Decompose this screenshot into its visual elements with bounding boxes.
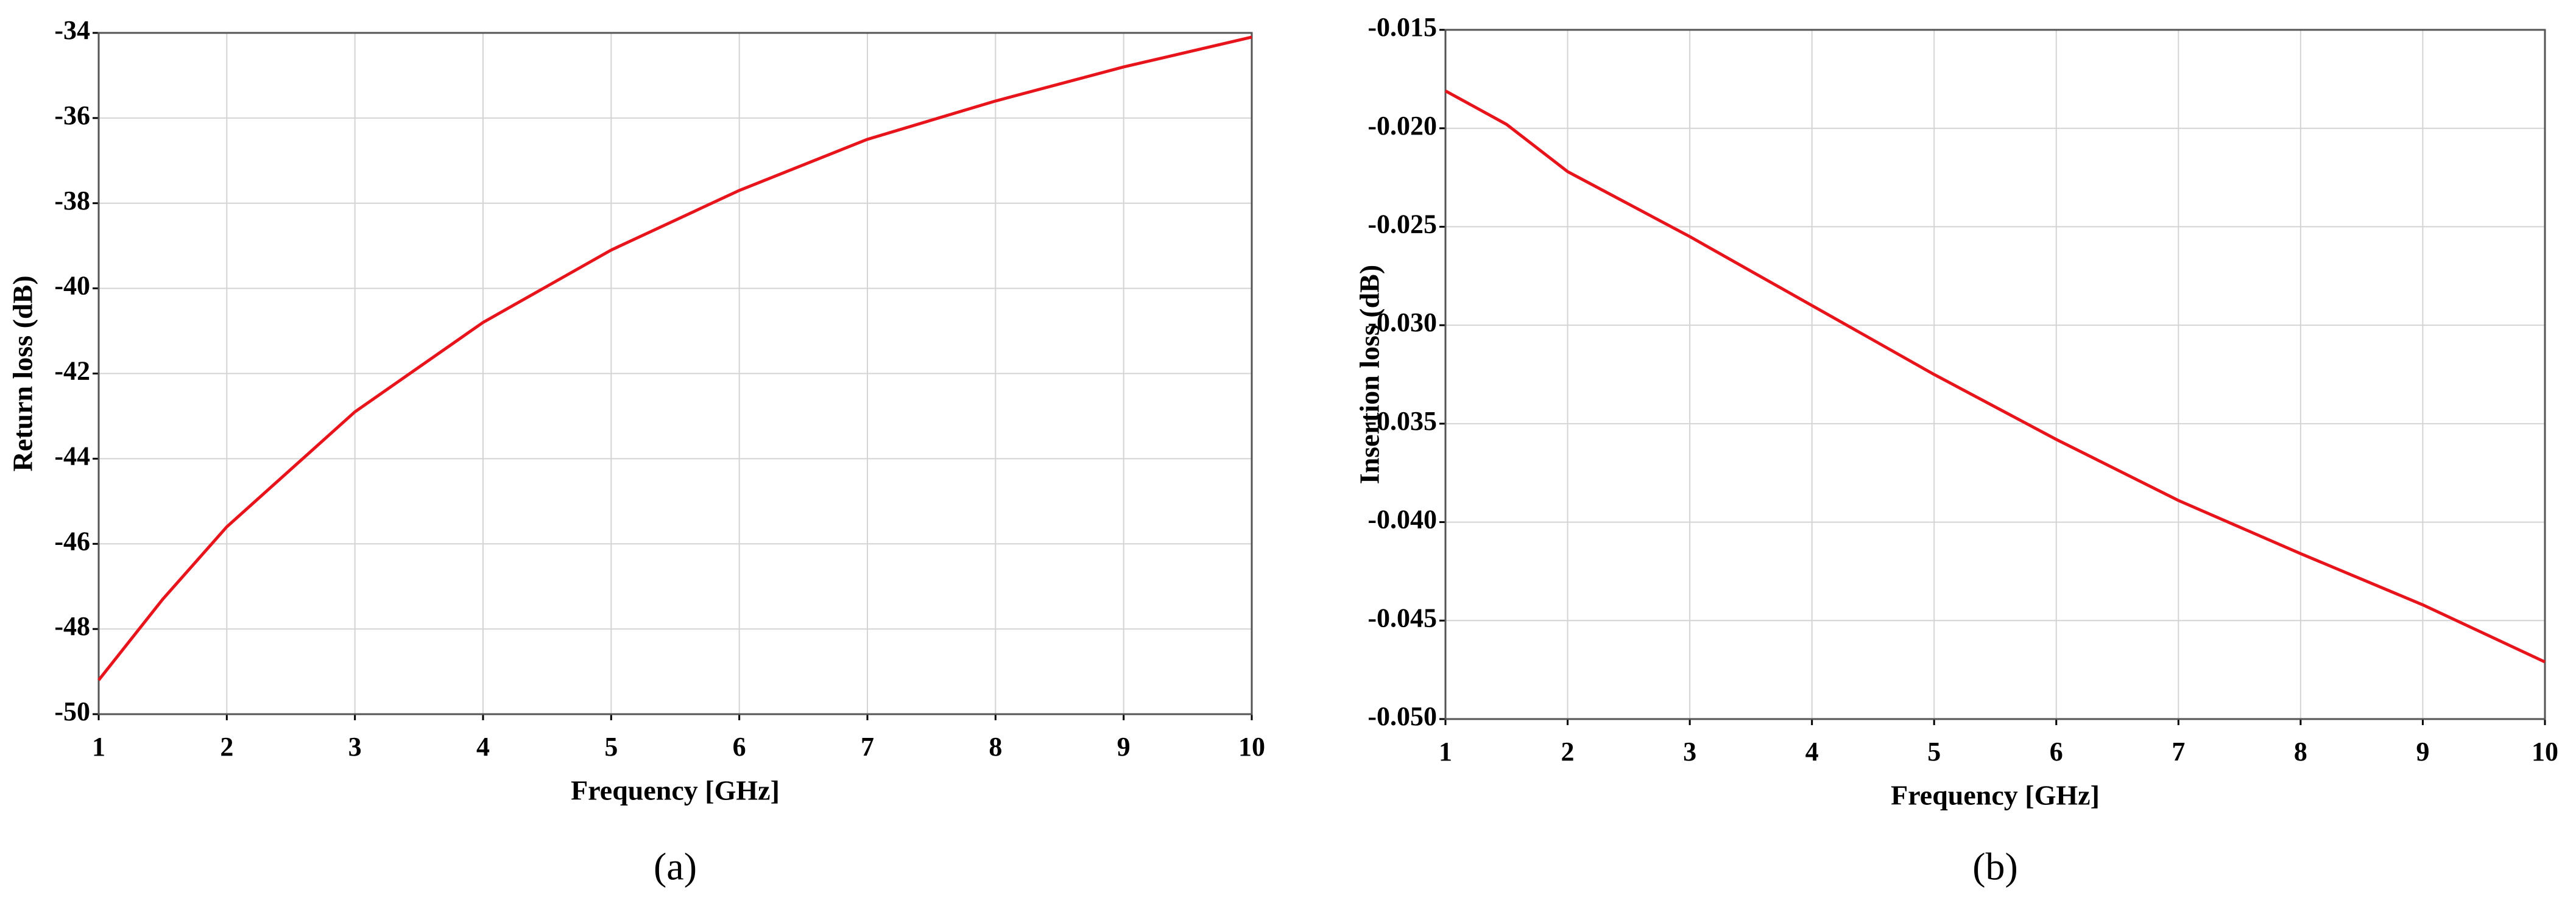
x-tick-label: 6	[733, 732, 746, 762]
y-tick-label: -50	[54, 697, 90, 726]
x-tick-label: 10	[2532, 737, 2558, 767]
y-tick-label: -0.035	[1367, 406, 1437, 436]
x-tick-label: 7	[861, 732, 874, 762]
x-tick-label: 9	[1117, 732, 1131, 762]
x-tick-label: 8	[2294, 737, 2307, 767]
plot-area	[1445, 30, 2545, 719]
x-tick-label: 2	[1561, 737, 1575, 767]
x-axis-label: Frequency [GHz]	[1891, 780, 2100, 811]
x-tick-label: 1	[1439, 737, 1452, 767]
panel-label: (a)	[654, 845, 697, 888]
y-tick-label: -34	[54, 15, 90, 45]
x-tick-label: 4	[1805, 737, 1819, 767]
x-tick-label: 5	[1927, 737, 1941, 767]
data-line	[97, 35, 1252, 681]
y-tick-label: -0.015	[1367, 12, 1437, 42]
y-axis-label: Return loss (dB)	[7, 275, 38, 471]
x-tick-label: 8	[989, 732, 1002, 762]
data-line	[1444, 89, 2546, 664]
plot-frame	[97, 32, 1253, 715]
x-tick-label: 3	[1683, 737, 1696, 767]
y-tick-label: -46	[54, 526, 90, 556]
x-axis-label: Frequency [GHz]	[571, 775, 780, 806]
panel-label: (b)	[1972, 845, 2018, 888]
y-axis-label: Insertion loss (dB)	[1354, 265, 1385, 484]
x-tick-label: 2	[220, 732, 233, 762]
y-tick-label: -36	[54, 100, 90, 130]
x-tick-label: 3	[348, 732, 362, 762]
y-tick-label: -0.040	[1367, 505, 1437, 535]
x-tick-label: 4	[476, 732, 490, 762]
y-tick-label: -42	[54, 356, 90, 386]
y-tick-label: -0.050	[1367, 701, 1437, 731]
y-tick-label: -0.030	[1367, 307, 1437, 337]
y-tick-label: -38	[54, 186, 90, 216]
x-tick-label: 7	[2172, 737, 2185, 767]
x-tick-label: 5	[604, 732, 618, 762]
x-tick-label: 6	[2050, 737, 2063, 767]
y-tick-label: -0.020	[1367, 111, 1437, 141]
y-tick-label: -44	[54, 441, 90, 471]
x-tick-label: 9	[2416, 737, 2429, 767]
x-tick-label: 1	[92, 732, 105, 762]
y-tick-label: -48	[54, 611, 90, 641]
y-tick-label: -0.045	[1367, 603, 1437, 633]
y-tick-label: -40	[54, 271, 90, 301]
plot-frame	[1444, 29, 2546, 720]
x-tick-label: 10	[1238, 732, 1265, 762]
y-tick-label: -0.025	[1367, 209, 1437, 239]
